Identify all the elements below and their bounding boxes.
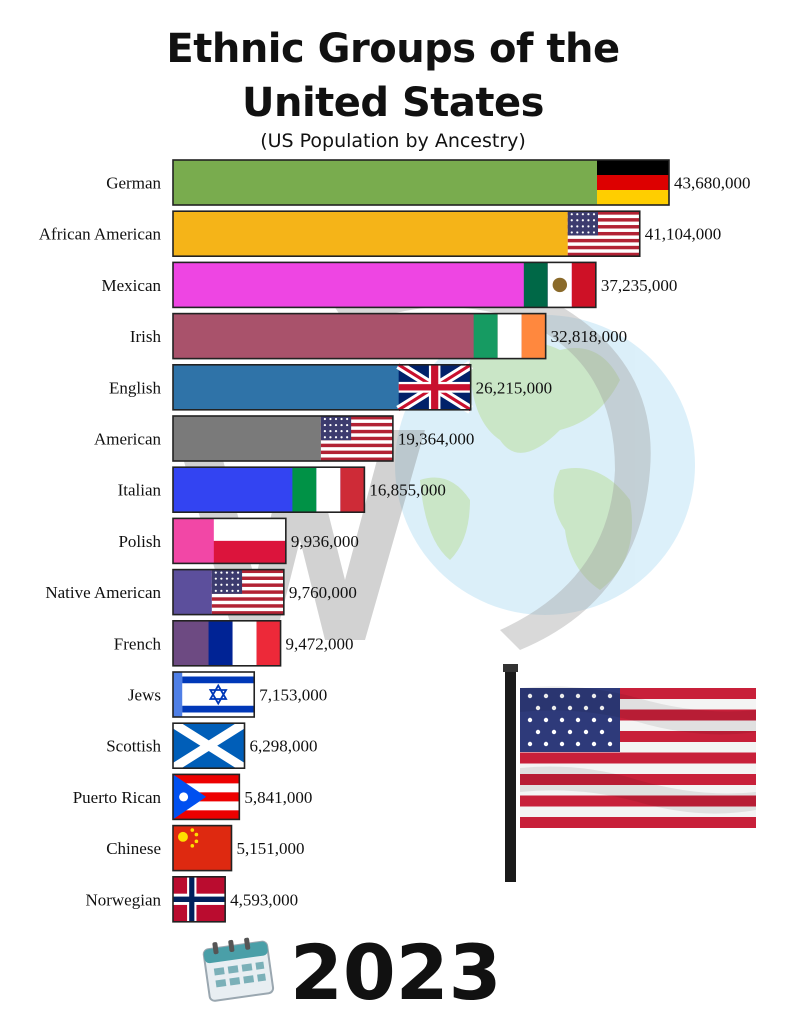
category-label: Norwegian: [85, 890, 161, 909]
category-label: Scottish: [106, 737, 161, 756]
year-label: 2023: [290, 928, 502, 1017]
bar-outline: [172, 517, 287, 565]
bar: [173, 160, 669, 205]
bar-row-norwegian: Norwegian 4,593,000: [85, 875, 298, 923]
value-label: 7,153,000: [259, 686, 327, 705]
waving-us-flag-icon: [503, 664, 756, 882]
value-label: 5,151,000: [236, 839, 304, 858]
value-label: 19,364,000: [398, 430, 475, 449]
calendar-icon: [202, 937, 275, 1002]
value-label: 43,680,000: [674, 174, 751, 193]
bar: [173, 211, 640, 257]
bar-outline: [172, 619, 282, 667]
category-label: Puerto Rican: [73, 788, 162, 807]
bar-row-jews: Jews 7,153,000: [128, 671, 327, 718]
bar-row-irish: Irish 32,818,000: [130, 312, 628, 360]
bar-row-scottish: Scottish 6,298,000: [106, 719, 318, 773]
bar-row-african-american: African American 41,104,000: [39, 210, 722, 257]
bar-row-native-american: Native American 9,760,000: [45, 568, 357, 616]
bar-outline: [172, 261, 597, 309]
bar-row-polish: Polish 9,936,000: [118, 517, 359, 565]
germany-flag-icon: [597, 160, 669, 205]
bar-row-german: German 43,680,000: [106, 159, 751, 206]
israel-flag-icon: [182, 672, 255, 717]
usa-flag-icon: [211, 569, 284, 615]
bar-row-english: English 26,215,000: [109, 360, 552, 414]
bar-outline: [172, 824, 233, 872]
bar-outline: [172, 875, 226, 923]
bar-row-chinese: Chinese 5,151,000: [106, 824, 304, 872]
value-label: 9,936,000: [291, 532, 359, 551]
bar-row-french: French 9,472,000: [114, 619, 354, 667]
category-label: American: [94, 430, 162, 449]
value-label: 4,593,000: [230, 890, 298, 909]
bar-outline: [172, 363, 472, 411]
bar-row-puerto-rican: Puerto Rican 5,841,000: [73, 773, 312, 821]
bar-outline: [172, 568, 285, 616]
bar-row-mexican: Mexican 37,235,000: [102, 261, 678, 309]
usa-flag-icon: [320, 416, 393, 461]
category-label: Irish: [130, 327, 162, 346]
value-label: 6,298,000: [250, 737, 318, 756]
category-label: Chinese: [106, 839, 161, 858]
value-label: 41,104,000: [645, 225, 722, 244]
value-label: 37,235,000: [601, 276, 678, 295]
uk-flag-icon: [396, 360, 474, 414]
value-label: 32,818,000: [551, 327, 628, 346]
bar-outline: [172, 210, 641, 257]
value-label: 9,472,000: [286, 634, 354, 653]
puerto-rico-flag-icon: [173, 774, 240, 820]
scotland-flag-icon: [170, 719, 247, 773]
bar-outline: [172, 671, 256, 718]
bar-outline: [172, 312, 547, 360]
bar-outline: [172, 466, 366, 514]
italy-flag-icon: [292, 467, 365, 513]
bar-outline: [172, 415, 394, 462]
chart-title-line-1: Ethnic Groups of the: [166, 26, 620, 72]
value-label: 9,760,000: [289, 583, 357, 602]
chart-title-line-2: United States: [242, 80, 544, 126]
chart-subtitle: (US Population by Ancestry): [260, 130, 526, 152]
category-label: Mexican: [102, 276, 162, 295]
bar-outline: [172, 773, 241, 821]
bar-outline: [172, 159, 670, 206]
value-label: 16,855,000: [369, 481, 446, 500]
category-label: Italian: [118, 481, 162, 500]
bar-outline: [172, 722, 246, 770]
mexico-flag-icon: [523, 262, 596, 308]
ireland-flag-icon: [473, 313, 546, 359]
value-label: 26,215,000: [476, 378, 552, 397]
bar-row-italian: Italian 16,855,000: [118, 466, 446, 514]
category-label: African American: [39, 225, 162, 244]
norway-flag-icon: [173, 876, 226, 922]
poland-flag-icon: [213, 518, 286, 564]
category-label: German: [106, 174, 161, 193]
bar-row-american: American 19,364,000: [94, 415, 475, 462]
value-label: 5,841,000: [244, 788, 312, 807]
category-label: French: [114, 634, 162, 653]
usa-flag-icon: [567, 211, 640, 257]
category-label: Native American: [45, 583, 161, 602]
china-flag-icon: [173, 825, 232, 871]
category-label: Polish: [118, 532, 161, 551]
category-label: English: [109, 378, 161, 397]
france-flag-icon: [208, 620, 281, 666]
category-label: Jews: [128, 686, 161, 705]
